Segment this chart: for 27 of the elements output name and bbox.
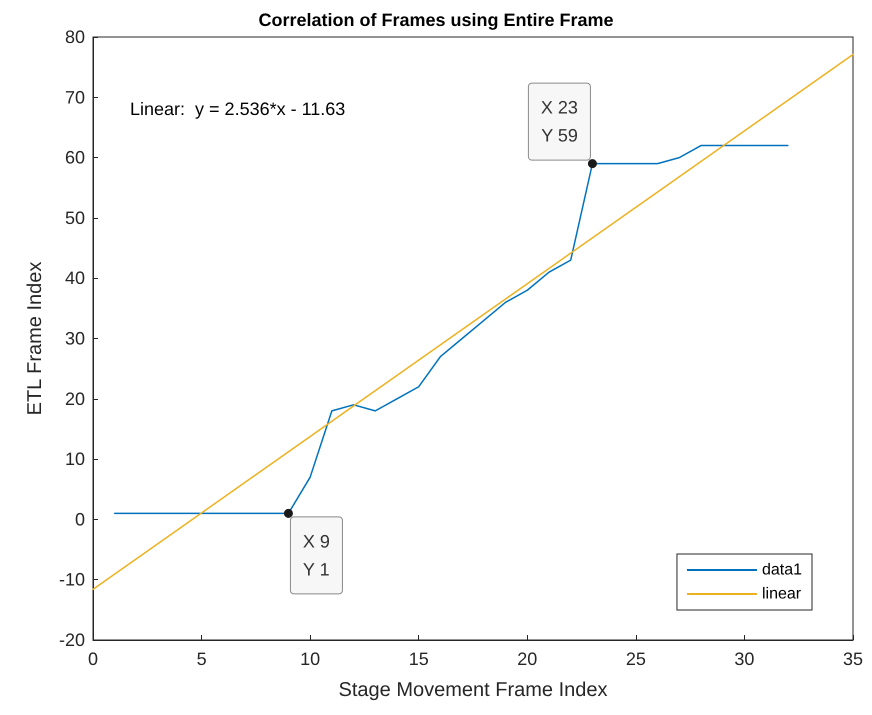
y-tick-label: 40 [64, 268, 85, 288]
annotation: Linear: y = 2.536*x - 11.63 [130, 99, 346, 119]
legend-label: data1 [762, 562, 802, 578]
legend-label: linear [762, 586, 802, 602]
y-tick-label: 80 [64, 27, 85, 47]
x-tick-label: 30 [734, 649, 754, 669]
x-tick-label: 15 [408, 649, 429, 669]
chart-title: Correlation of Frames using Entire Frame [258, 10, 614, 30]
annotation: X 9 Y 1 [302, 531, 330, 580]
y-tick-label: 60 [64, 148, 85, 168]
x-tick-label: 0 [88, 649, 98, 669]
x-tick-label: 25 [626, 649, 646, 669]
x-axis-title: Stage Movement Frame Index [338, 679, 608, 701]
annotation: X 23 Y 59 [540, 98, 578, 146]
y-tick-label: 20 [64, 388, 85, 409]
x-tick-label: 10 [300, 649, 320, 669]
x-tick-label: 5 [196, 649, 207, 669]
y-tick-label: 0 [74, 509, 85, 530]
y-axis-title: ETL Frame Index [24, 262, 46, 416]
y-tick-label: -20 [58, 630, 85, 650]
x-tick-label: 20 [517, 649, 538, 669]
y-tick-label: 70 [64, 87, 85, 108]
y-tick-label: -10 [58, 570, 85, 590]
y-tick-label: 10 [64, 449, 85, 470]
x-tick-label: 35 [842, 649, 864, 669]
y-tick-label: 50 [64, 208, 85, 228]
y-tick-label: 30 [64, 328, 85, 348]
